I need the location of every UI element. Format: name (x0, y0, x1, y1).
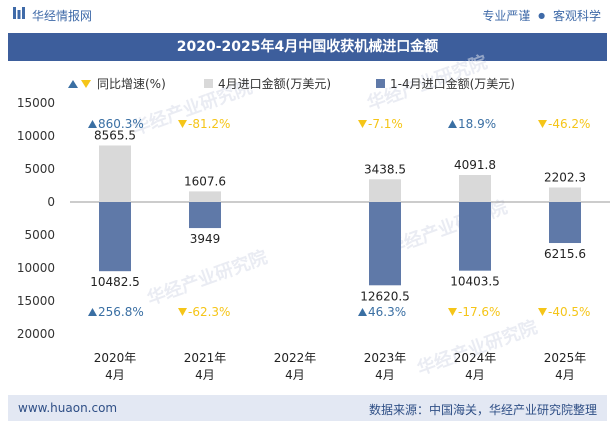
tag-professional: 专业严谨 (482, 9, 531, 23)
x-tick-label: 4月 (105, 368, 125, 382)
plot-area: 8565.5 10482.5 860.3% 256.8% 1607.6 3949 -81.2… (70, 117, 610, 319)
monthly-bar (549, 187, 581, 202)
monthly-value-label: 4091.8 (454, 158, 496, 172)
cumulative-growth-label: -17.6% (458, 305, 500, 319)
monthly-value-label: 3438.5 (364, 162, 406, 176)
x-tick-label: 4月 (465, 368, 485, 382)
cumulative-growth-down-icon (538, 308, 547, 316)
cumulative-growth-down-icon (178, 308, 187, 316)
x-tick-label: 2024年 (454, 351, 497, 365)
cumulative-growth-label: 256.8% (98, 305, 144, 319)
monthly-growth-down-icon (178, 120, 187, 128)
tag-separator-icon: ● (538, 11, 546, 20)
tag-objective: 客观科学 (552, 9, 601, 23)
x-tick-label: 4月 (555, 368, 575, 382)
chart-title: 2020-2025年4月中国收获机械进口金额 (8, 33, 607, 61)
x-tick-label: 2021年 (184, 351, 227, 365)
watermark-text: 华经产业研究院 (144, 246, 270, 310)
x-axis: 2020年 4月 2021年 4月 2022年 4月 2023年 4月 2024年 4月 2025年… (94, 351, 587, 382)
top-bar: 华经情报网 专业严谨 ● 客观科学 (0, 0, 615, 28)
x-tick-label: 2025年 (544, 351, 587, 365)
y-tick-label: 10000 (17, 261, 55, 275)
cumulative-bar (189, 202, 221, 229)
cumulative-growth-label: -62.3% (188, 305, 230, 319)
y-tick-label: 0 (47, 195, 55, 209)
brand-name: 华经情报网 (32, 9, 93, 23)
monthly-bar (459, 174, 491, 202)
cumulative-value-label: 3949 (190, 232, 221, 246)
footer-source: 数据来源：中国海关，华经产业研究院整理 (368, 403, 597, 417)
cumulative-growth-label: 46.3% (368, 305, 406, 319)
monthly-growth-label: 18.9% (458, 117, 496, 131)
brand-logo-icon (13, 7, 25, 19)
monthly-bar (99, 145, 131, 202)
y-axis: 15000 10000 5000 0 5000 10000 15000 20000 (17, 96, 55, 341)
brand-tags: 专业严谨 ● 客观科学 (482, 7, 601, 24)
legend: 同比增速(%) 4月进口金额(万美元) 1-4月进口金额(万美元) (68, 76, 515, 91)
footer-bar: www.huaon.com 数据来源：中国海关，华经产业研究院整理 (8, 395, 607, 421)
legend-monthly-swatch (204, 79, 213, 88)
legend-cumulative-label: 1-4月进口金额(万美元) (390, 76, 515, 91)
monthly-growth-up-icon (448, 120, 457, 128)
footer-url: www.huaon.com (18, 401, 118, 415)
y-tick-label: 5000 (24, 162, 55, 176)
cumulative-value-label: 6215.6 (544, 247, 586, 261)
legend-up-triangle-icon (68, 80, 78, 88)
y-tick-label: 15000 (17, 96, 55, 110)
monthly-value-label: 8565.5 (94, 128, 136, 142)
legend-growth-label: 同比增速(%) (97, 77, 166, 91)
y-tick-label: 10000 (17, 129, 55, 143)
cumulative-growth-up-icon (358, 308, 367, 316)
monthly-growth-label: -7.1% (368, 117, 403, 131)
monthly-growth-down-icon (538, 120, 547, 128)
legend-down-triangle-icon (81, 80, 91, 88)
cumulative-bar (459, 202, 491, 271)
legend-cumulative-swatch (376, 79, 385, 88)
monthly-bar (189, 191, 221, 202)
monthly-growth-label: -81.2% (188, 117, 230, 131)
y-tick-label: 5000 (24, 228, 55, 242)
x-tick-label: 2020年 (94, 351, 137, 365)
cumulative-value-label: 12620.5 (360, 289, 410, 303)
monthly-value-label: 2202.3 (544, 170, 586, 184)
monthly-growth-up-icon (88, 120, 97, 128)
cumulative-growth-down-icon (448, 308, 457, 316)
x-tick-label: 4月 (375, 368, 395, 382)
x-tick-label: 4月 (195, 368, 215, 382)
cumulative-value-label: 10482.5 (90, 275, 140, 289)
watermark-text: 华经产业研究院 (384, 196, 510, 260)
x-tick-label: 2022年 (274, 351, 317, 365)
legend-monthly-label: 4月进口金额(万美元) (218, 76, 331, 91)
monthly-growth-down-icon (358, 120, 367, 128)
monthly-value-label: 1607.6 (184, 174, 226, 188)
y-tick-label: 15000 (17, 294, 55, 308)
cumulative-bar (549, 202, 581, 244)
x-tick-label: 2023年 (364, 351, 407, 365)
monthly-bar (369, 179, 401, 202)
cumulative-growth-up-icon (88, 308, 97, 316)
cumulative-growth-label: -40.5% (548, 305, 590, 319)
monthly-growth-label: -46.2% (548, 117, 590, 131)
cumulative-bar (99, 202, 131, 272)
y-tick-label: 20000 (17, 327, 55, 341)
monthly-growth-label: 860.3% (98, 117, 144, 131)
cumulative-bar (369, 202, 401, 286)
cumulative-value-label: 10403.5 (450, 275, 500, 289)
x-tick-label: 4月 (285, 368, 305, 382)
